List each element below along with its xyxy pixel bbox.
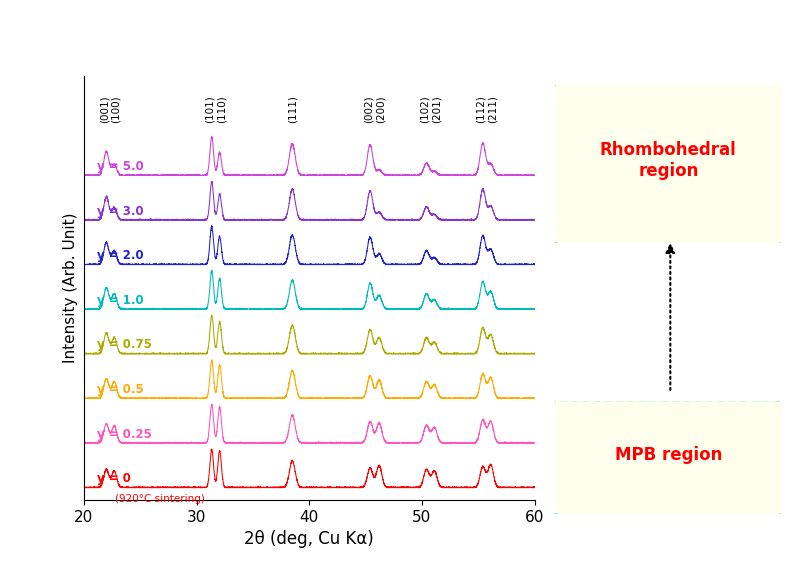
Text: Rhombohedral
region: Rhombohedral region — [600, 141, 737, 180]
Y-axis label: Intensity (Arb. Unit): Intensity (Arb. Unit) — [63, 213, 78, 363]
Text: (111): (111) — [287, 95, 298, 123]
Text: (001)
(100): (001) (100) — [100, 95, 121, 123]
Text: (002)
(200): (002) (200) — [364, 95, 385, 123]
Text: (112)
(211): (112) (211) — [476, 95, 498, 123]
Text: (101)
(110): (101) (110) — [205, 95, 227, 123]
Text: y = 0.25: y = 0.25 — [97, 428, 152, 441]
Text: y = 3.0: y = 3.0 — [97, 205, 144, 218]
Text: y = 5.0: y = 5.0 — [97, 160, 144, 173]
Text: y = 0.75: y = 0.75 — [97, 338, 152, 351]
Text: (920°C sintering): (920°C sintering) — [116, 494, 205, 503]
X-axis label: 2θ (deg, Cu Kα): 2θ (deg, Cu Kα) — [244, 531, 374, 548]
Text: y = 0.5: y = 0.5 — [97, 383, 144, 396]
Text: (102)
(201): (102) (201) — [420, 95, 441, 123]
FancyBboxPatch shape — [552, 400, 784, 515]
Text: MPB region: MPB region — [614, 446, 722, 464]
FancyBboxPatch shape — [552, 83, 784, 245]
Text: y = 0: y = 0 — [97, 472, 131, 485]
Text: y = 1.0: y = 1.0 — [97, 294, 144, 307]
Text: y = 2.0: y = 2.0 — [97, 249, 144, 262]
